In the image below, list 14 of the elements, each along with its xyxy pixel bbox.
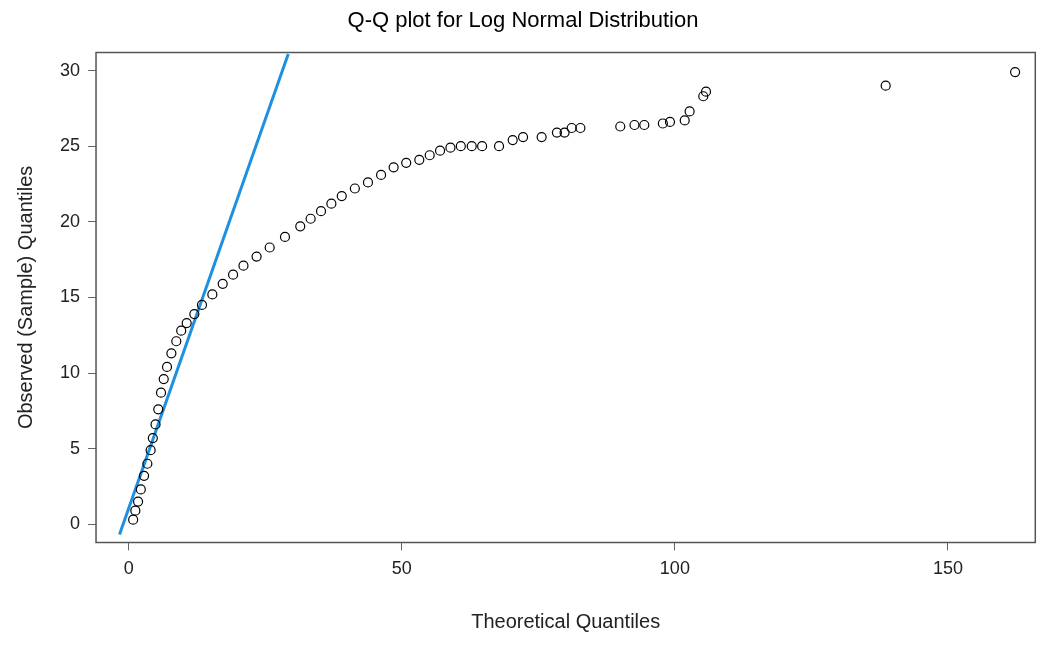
x-axis-title: Theoretical Quantiles bbox=[471, 609, 661, 632]
chart-title: Q-Q plot for Log Normal Distribution bbox=[347, 7, 699, 33]
x-tick-label: 150 bbox=[932, 558, 963, 579]
y-tick-label: 15 bbox=[59, 286, 81, 307]
x-tick-label: 100 bbox=[659, 558, 690, 579]
x-tick-label: 50 bbox=[391, 558, 412, 579]
y-tick-label: 10 bbox=[59, 361, 81, 382]
y-tick-label: 20 bbox=[59, 210, 81, 231]
y-axis-title: Observed (Sample) Quantiles bbox=[13, 165, 36, 430]
y-tick-label: 25 bbox=[59, 135, 81, 156]
y-tick-label: 0 bbox=[70, 513, 81, 534]
y-tick-label: 5 bbox=[70, 437, 81, 458]
x-tick-label: 0 bbox=[123, 558, 134, 579]
y-tick-label: 30 bbox=[59, 59, 81, 80]
